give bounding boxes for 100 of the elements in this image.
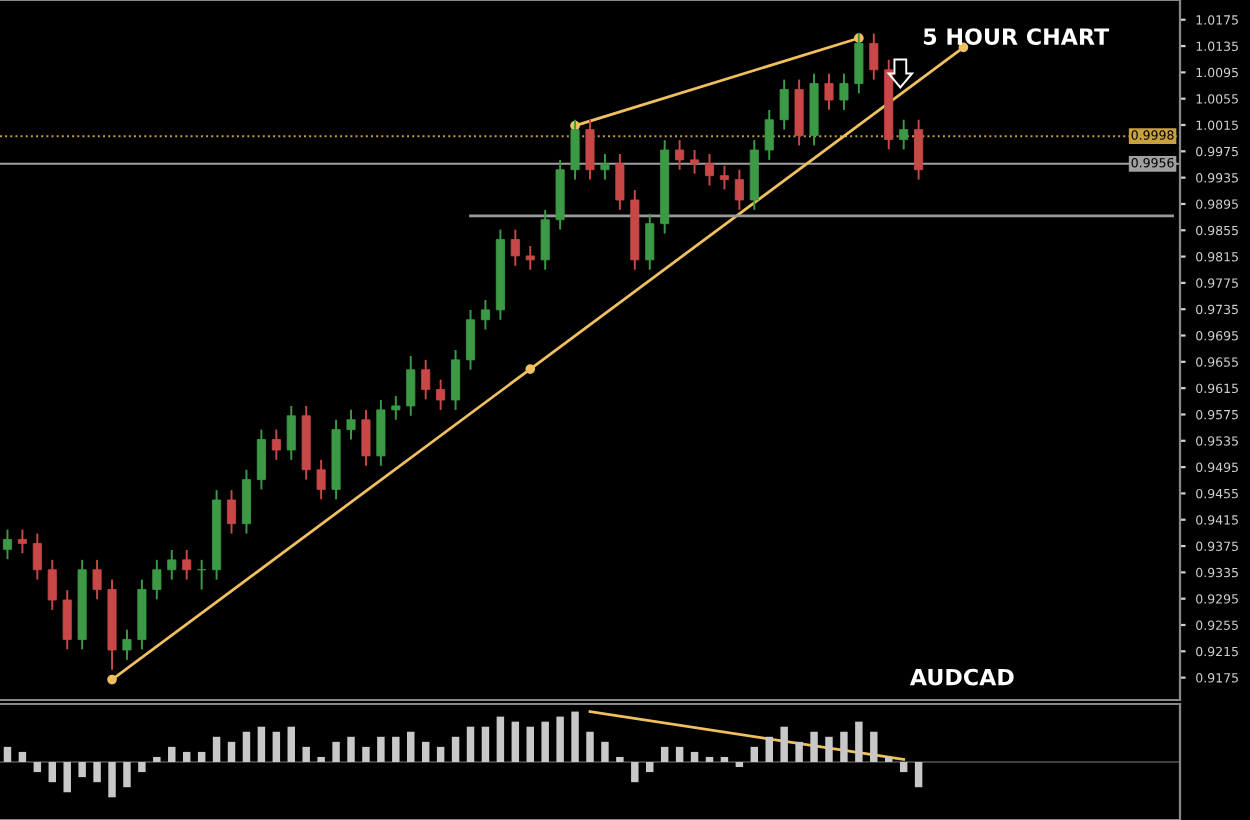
bar (182, 751, 191, 762)
candlestick (346, 408, 356, 441)
bar (287, 726, 295, 762)
candlestick (779, 78, 789, 131)
candlestick (421, 358, 431, 401)
bar (257, 726, 266, 762)
candlestick (391, 395, 401, 421)
bar (421, 741, 430, 762)
bar (436, 746, 445, 762)
candlestick (436, 378, 446, 411)
candlestick (316, 458, 326, 501)
candlestick (197, 558, 207, 591)
bar (242, 731, 251, 762)
candlestick (914, 118, 924, 181)
bar (601, 741, 609, 762)
candlestick (226, 489, 237, 535)
bar (451, 736, 460, 762)
candlestick (167, 549, 177, 581)
bar (496, 716, 505, 762)
bar (347, 736, 355, 762)
bar (272, 731, 281, 762)
bar (212, 736, 221, 762)
bar (780, 726, 788, 762)
bar (317, 756, 325, 762)
candlestick (510, 228, 520, 267)
bar (481, 726, 490, 762)
candlestick (690, 149, 700, 175)
candlestick (361, 408, 371, 467)
annotation: 5 HOUR CHART (923, 28, 1110, 45)
bar (392, 736, 400, 762)
bar (660, 746, 669, 762)
bar (332, 741, 340, 762)
bar (63, 762, 71, 793)
candlestick (122, 628, 132, 661)
point (107, 674, 117, 685)
candlestick (869, 32, 879, 81)
candlestick (824, 72, 834, 111)
candlestick (152, 558, 162, 601)
candlestick (540, 208, 550, 271)
bar (556, 716, 564, 762)
candlestick (271, 428, 281, 461)
bar (108, 762, 116, 798)
candlestick (32, 532, 42, 581)
bar (33, 762, 42, 773)
candlestick (2, 528, 12, 561)
bar (675, 746, 684, 762)
candlestick (719, 164, 729, 191)
candlestick (256, 428, 266, 491)
candlestick (645, 212, 655, 271)
bar (750, 746, 759, 762)
bar (586, 731, 594, 762)
bar (914, 762, 923, 788)
candlestick (525, 245, 535, 271)
bar (705, 756, 714, 762)
candlestick (92, 558, 102, 601)
bar (616, 756, 624, 762)
candlestick (704, 152, 715, 187)
candlestick (675, 139, 685, 171)
bar (197, 751, 206, 762)
bar (168, 746, 176, 762)
candlestick (406, 354, 416, 417)
bar (690, 751, 699, 762)
candlestick (241, 468, 251, 535)
candlestick (794, 78, 804, 147)
candlestick (47, 558, 57, 611)
bar (93, 762, 101, 783)
point (525, 364, 536, 374)
bar (377, 736, 385, 762)
candlestick (615, 152, 625, 211)
candlestick (480, 299, 490, 331)
candlestick (734, 168, 744, 211)
bar (78, 762, 86, 778)
candlestick (451, 349, 461, 411)
candlestick (286, 404, 296, 461)
candlestick (764, 108, 774, 161)
bar (302, 746, 310, 762)
bar (631, 762, 639, 783)
bar (855, 721, 863, 762)
bar (138, 762, 146, 773)
bar (511, 721, 520, 762)
candlestick (465, 308, 476, 371)
candlestick (899, 118, 909, 151)
bar (765, 736, 773, 762)
annotation: AUDCAD (909, 668, 1014, 686)
bar (541, 721, 549, 762)
candlestick (600, 152, 610, 181)
candlestick (839, 72, 849, 111)
bar (48, 762, 57, 783)
bar (840, 731, 848, 762)
bar (720, 756, 729, 762)
bar (646, 762, 654, 773)
bar (123, 762, 131, 788)
bar (18, 751, 27, 762)
bar (810, 731, 818, 762)
bar (526, 726, 534, 762)
bar (795, 741, 803, 762)
bar (825, 736, 833, 762)
bar (227, 741, 236, 762)
candlestick (17, 528, 27, 555)
bar (899, 762, 908, 773)
